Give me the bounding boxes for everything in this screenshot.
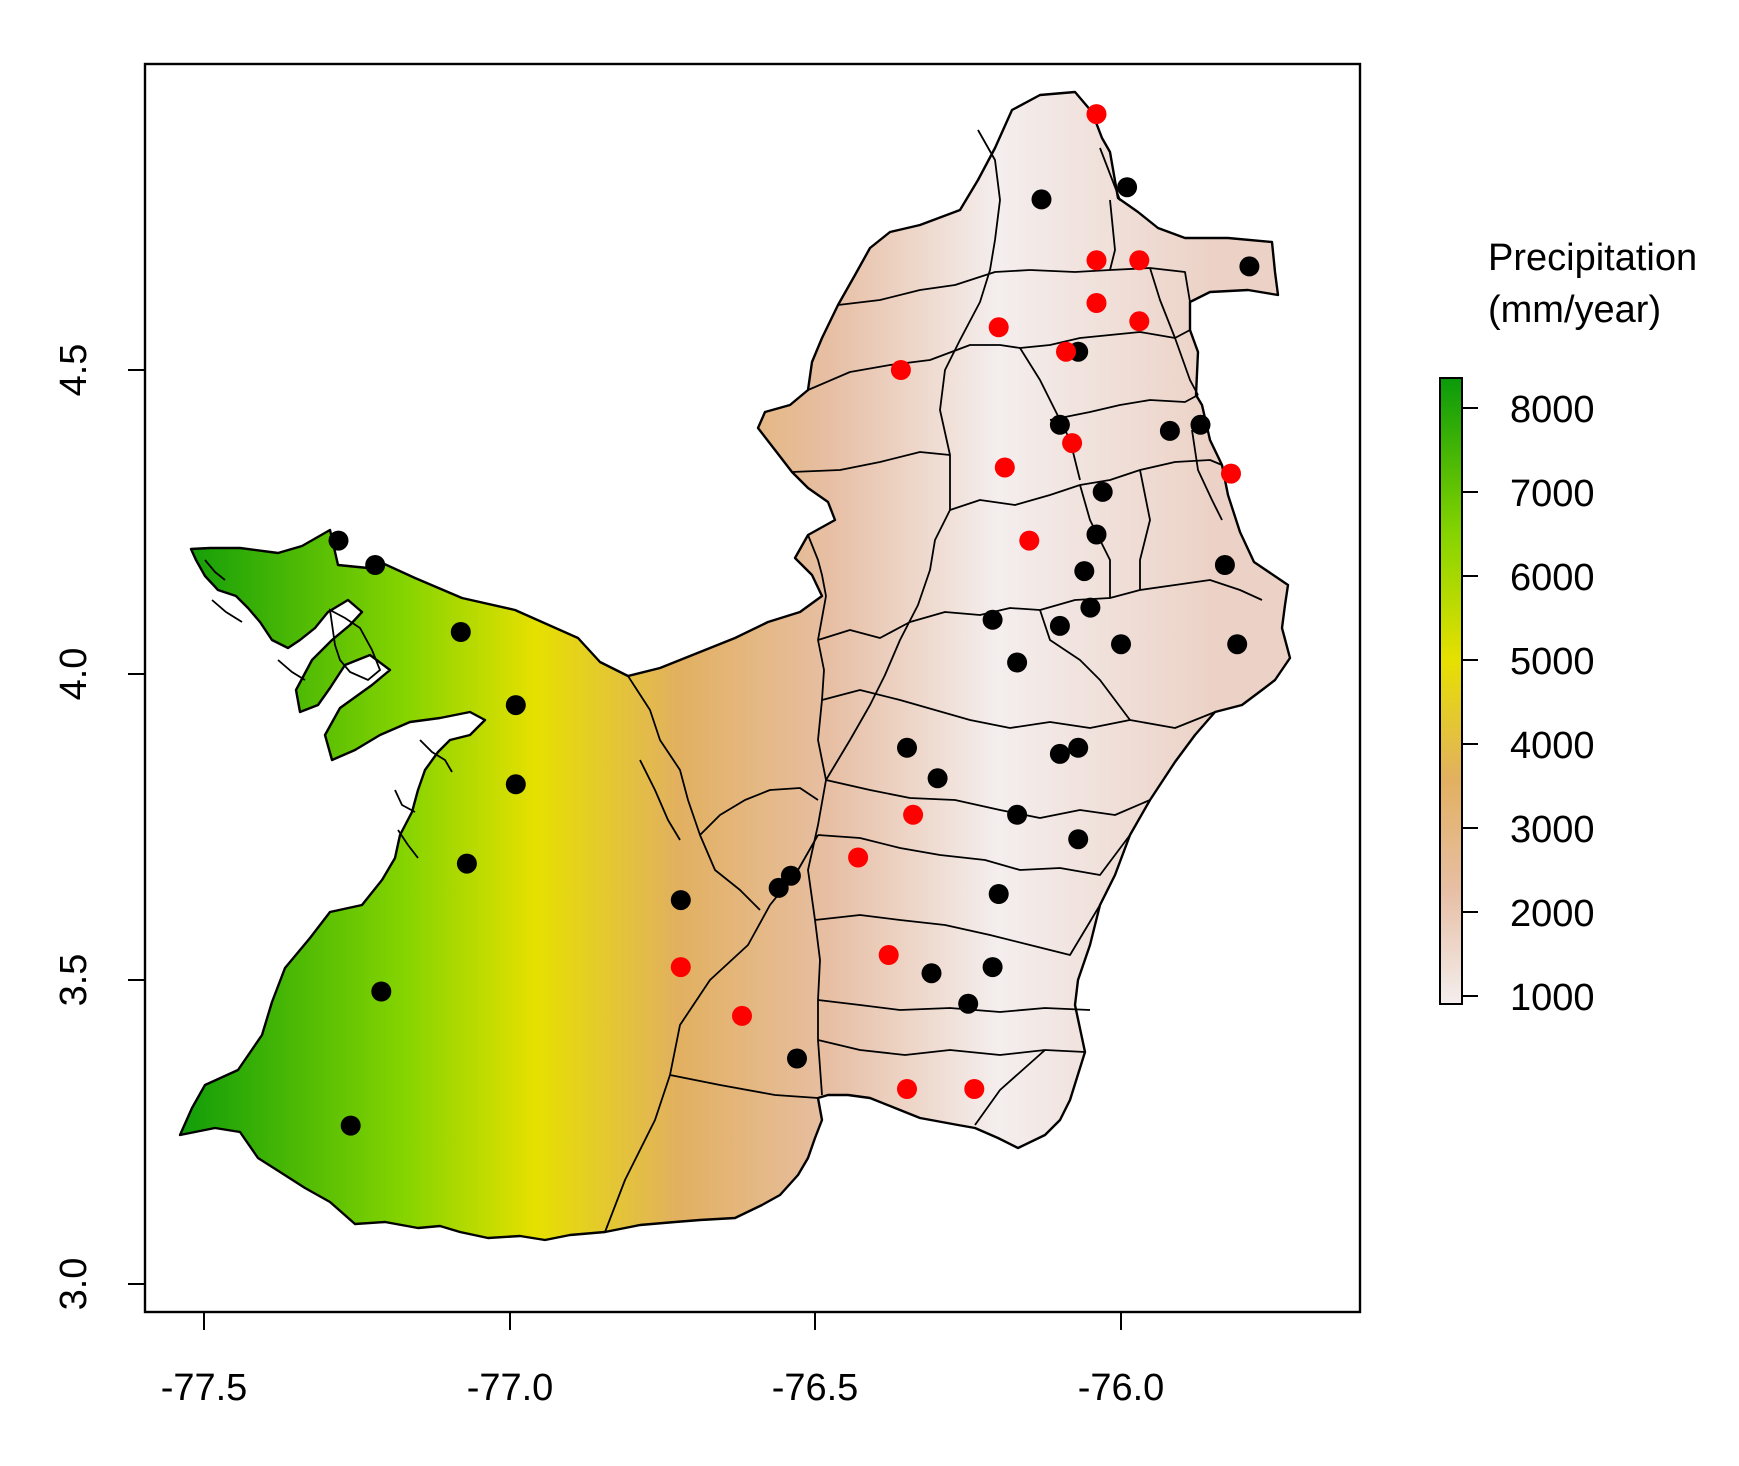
station-point-red	[964, 1079, 985, 1099]
y-tick-label: 4.5	[53, 344, 95, 397]
station-point-black	[1031, 189, 1052, 210]
station-point-red	[903, 804, 924, 825]
station-point-black	[365, 555, 386, 575]
x-tick-label: -76.5	[772, 1367, 859, 1409]
coastal-detail	[204, 559, 453, 859]
station-point-black	[982, 609, 1003, 630]
station-point-black	[340, 1115, 361, 1136]
station-point-black	[897, 737, 917, 758]
station-point-red	[1062, 433, 1083, 454]
station-point-black	[1068, 737, 1089, 758]
station-point-black	[921, 963, 942, 984]
station-point-black	[1190, 414, 1211, 435]
station-point-black	[988, 884, 1009, 904]
station-point-black	[768, 877, 789, 898]
legend-tick-label: 8000	[1510, 389, 1595, 431]
x-tick-label: -77.0	[467, 1367, 554, 1409]
station-point-black	[927, 768, 948, 789]
station-point-black	[780, 865, 801, 886]
station-point-black	[1214, 555, 1235, 575]
station-point-black	[1049, 743, 1070, 764]
station-point-red	[1086, 293, 1107, 313]
station-point-red	[1019, 530, 1040, 551]
y-tick-label: 3.5	[53, 954, 95, 1007]
station-point-red	[988, 317, 1009, 338]
station-point-red	[1129, 311, 1150, 332]
station-point-black	[1239, 256, 1260, 277]
station-point-black	[1117, 177, 1138, 198]
legend-tick-label: 2000	[1510, 893, 1595, 935]
station-point-black	[787, 1048, 807, 1069]
legend: Precipitation (mm/year) 8000 7000 6000 5…	[1439, 237, 1697, 1019]
legend-tick-label: 4000	[1510, 725, 1595, 767]
y-axis: 3.0 3.5 4.0 4.5	[53, 344, 146, 1311]
station-point-black	[450, 622, 471, 642]
station-point-black	[1159, 420, 1180, 441]
station-point-black	[1227, 634, 1248, 655]
station-point-red	[1221, 463, 1241, 484]
station-point-red	[670, 957, 691, 978]
station-point-black	[1007, 804, 1028, 825]
station-point-black	[1074, 561, 1095, 582]
station-point-black	[328, 530, 349, 551]
station-point-red	[1086, 104, 1107, 125]
station-point-black	[1092, 481, 1113, 502]
station-point-red	[897, 1079, 917, 1099]
legend-title-line2: (mm/year)	[1488, 289, 1661, 331]
station-point-black	[1007, 652, 1028, 673]
legend-tick-label: 1000	[1510, 977, 1595, 1019]
x-axis: -77.5 -77.0 -76.5 -76.0	[161, 1311, 1165, 1409]
station-point-red	[1056, 341, 1076, 362]
station-point-black	[505, 774, 526, 795]
station-point-black	[505, 695, 526, 716]
x-tick-label: -76.0	[1078, 1367, 1165, 1409]
legend-title-line1: Precipitation	[1488, 237, 1697, 279]
station-point-black	[670, 890, 691, 911]
station-point-black	[982, 957, 1003, 978]
legend-colorbar	[1439, 377, 1463, 1005]
station-point-red	[848, 847, 869, 868]
station-point-red	[1129, 250, 1150, 271]
stations-red	[670, 104, 1241, 1099]
station-point-black	[958, 993, 979, 1014]
station-point-black	[456, 853, 477, 874]
stations-black	[328, 177, 1260, 1136]
station-point-black	[1086, 524, 1107, 545]
station-point-black	[1080, 597, 1101, 618]
station-point-red	[994, 457, 1015, 478]
legend-tick-label: 3000	[1510, 809, 1595, 851]
station-point-red	[1086, 250, 1107, 271]
station-point-black	[1068, 829, 1089, 850]
station-point-black	[1049, 615, 1070, 636]
station-point-black	[371, 981, 392, 1002]
x-tick-label: -77.5	[161, 1367, 248, 1409]
legend-tick-label: 7000	[1510, 473, 1595, 515]
station-point-red	[732, 1005, 752, 1026]
station-point-red	[878, 945, 899, 965]
station-point-black	[1111, 634, 1131, 655]
legend-tick-label: 5000	[1510, 641, 1595, 683]
region-boundary	[178, 90, 1292, 1242]
station-point-black	[1049, 414, 1070, 435]
station-point-red	[890, 360, 911, 380]
y-tick-label: 3.0	[53, 1258, 95, 1311]
legend-tick-label: 6000	[1510, 557, 1595, 599]
y-tick-label: 4.0	[53, 648, 95, 701]
